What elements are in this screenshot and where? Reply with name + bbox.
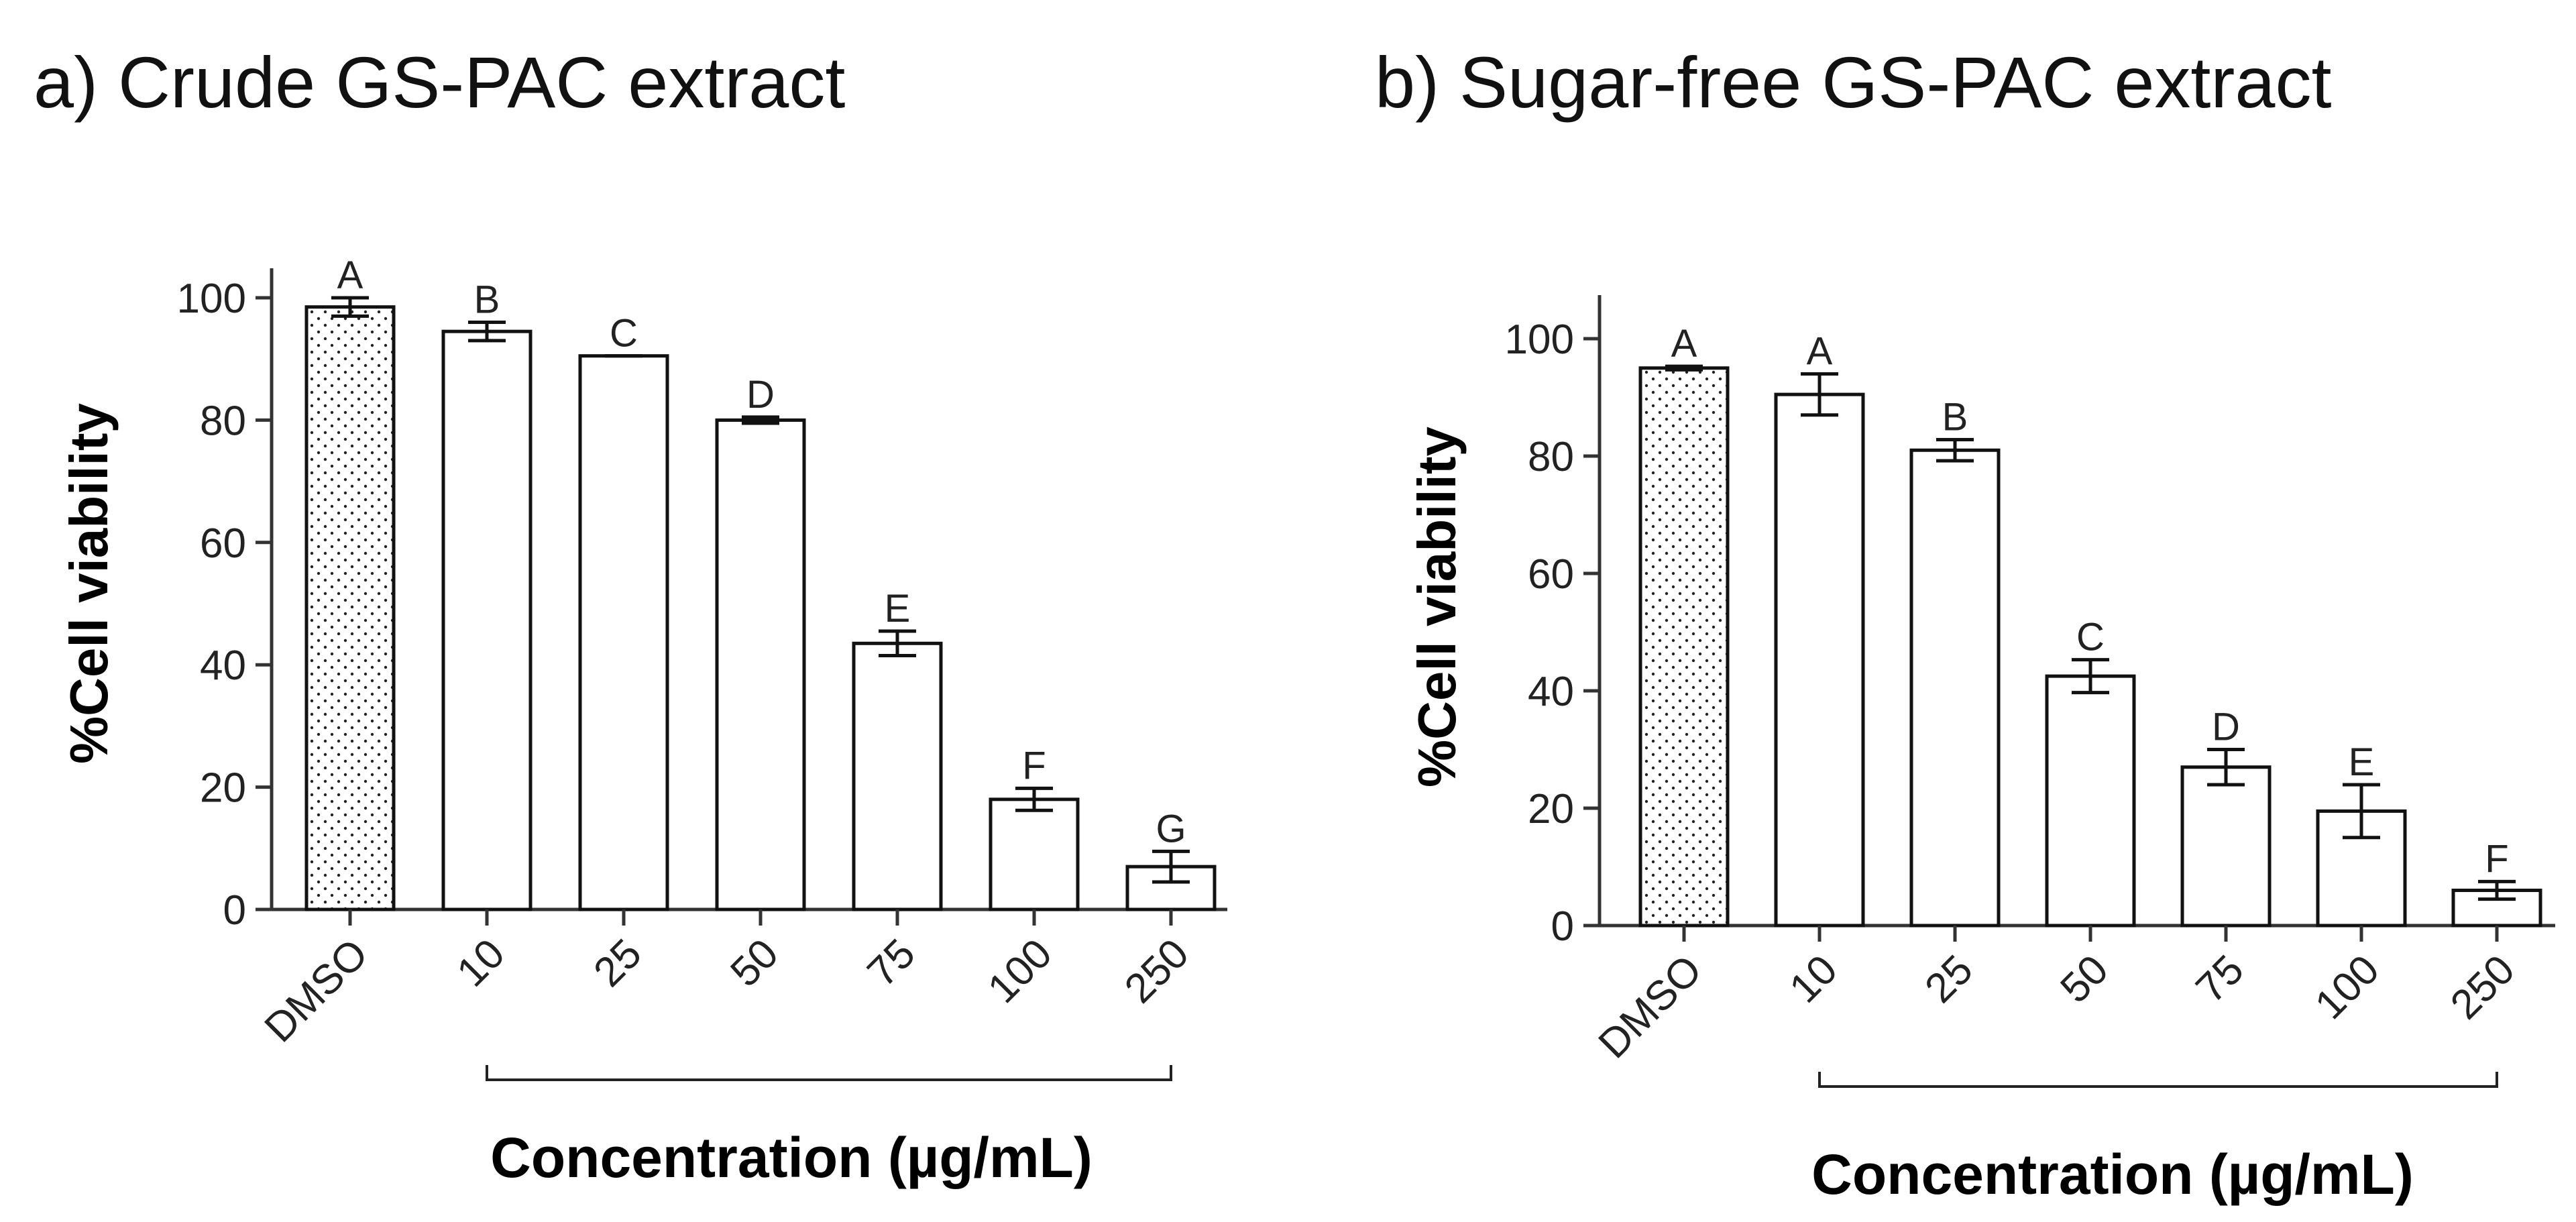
panel-b-significance-letter: F — [2485, 837, 2508, 881]
panel-b-concentration-bracket — [1818, 1072, 2498, 1088]
panel-b-x-tick-label: 10 — [1781, 946, 1846, 1012]
panel-b-significance-letter: D — [2212, 706, 2240, 749]
panel-a-title: a) Crude GS-PAC extract — [34, 42, 845, 123]
panel-b-significance-letter: B — [1942, 396, 1968, 439]
panel-b-significance-letter: C — [2076, 616, 2105, 659]
panel-b-bar — [2180, 765, 2272, 928]
panel-b-x-tick-label: 50 — [2052, 946, 2117, 1012]
panel-a-crude-extract: a) Crude GS-PAC extract %Cell viability … — [34, 42, 1227, 1189]
panel-a-x-tick-label: 75 — [858, 930, 924, 996]
panel-b-y-tick-label: 60 — [1528, 551, 1574, 598]
panel-a-significance-letter: G — [1156, 807, 1186, 850]
panel-a-significance-letter: E — [885, 587, 911, 630]
panel-b-bar — [1638, 366, 1730, 928]
panel-b-y-tick-label: 100 — [1505, 317, 1574, 363]
panel-a-bar — [715, 418, 806, 911]
panel-a-y-tick-label: 40 — [200, 643, 246, 689]
panel-a-significance-letter: B — [474, 278, 500, 321]
panel-a-bar — [989, 797, 1080, 911]
panel-a-y-tick-label: 0 — [223, 887, 246, 934]
panel-b-x-tick-label: 100 — [2306, 946, 2388, 1028]
panel-a-x-tick-label: 250 — [1116, 930, 1198, 1012]
panel-a-bar — [852, 641, 943, 911]
panel-a-x-tick-label: 25 — [585, 930, 651, 996]
panel-a-x-tick-label: 100 — [979, 930, 1061, 1012]
panel-a-bar — [304, 305, 396, 911]
panel-a-x-tick-label: 10 — [448, 930, 514, 996]
panel-a-y-tick-label: 80 — [200, 398, 246, 444]
panel-a-y-tick-label: 20 — [200, 765, 246, 812]
panel-b-bar — [1909, 448, 2001, 928]
panel-a-significance-letter: A — [337, 254, 363, 297]
panel-b-bar — [1774, 392, 1865, 928]
panel-a-x-tick-label: 50 — [722, 930, 787, 996]
panel-b-y-tick-label: 80 — [1528, 434, 1574, 480]
panel-b-sugar-free-extract: b) Sugar-free GS-PAC extract %Cell viabi… — [1375, 42, 2555, 1206]
panel-a-significance-letter: F — [1022, 744, 1046, 787]
panel-b-y-tick-label: 40 — [1528, 669, 1574, 715]
panel-b-title: b) Sugar-free GS-PAC extract — [1375, 42, 2331, 123]
panel-a-y-axis-label: %Cell viability — [59, 403, 119, 764]
panel-a-significance-letter: D — [746, 373, 775, 416]
panel-b-significance-letter: A — [1671, 322, 1697, 366]
panel-b-significance-letter: A — [1807, 330, 1833, 374]
panel-a-x-tick-label: DMSO — [256, 930, 377, 1051]
panel-b-x-axis-label: Concentration (µg/mL) — [1811, 1143, 2414, 1206]
panel-a-significance-letter: C — [610, 312, 638, 355]
panel-b-x-tick-label: DMSO — [1590, 946, 1711, 1067]
panel-b-x-tick-label: 250 — [2442, 946, 2524, 1028]
panel-a-concentration-bracket — [486, 1065, 1172, 1081]
panel-a-bar — [441, 329, 533, 911]
panel-a-bar — [578, 354, 669, 911]
panel-b-y-tick-label: 20 — [1528, 786, 1574, 832]
panel-b-y-tick-label: 0 — [1551, 903, 1574, 950]
panel-b-x-tick-label: 75 — [2187, 946, 2253, 1012]
panel-a-y-tick-label: 100 — [177, 276, 246, 322]
panel-b-bar — [2045, 674, 2136, 928]
panel-a-y-tick-label: 60 — [200, 520, 246, 567]
panel-b-y-axis-label: %Cell viability — [1407, 427, 1467, 787]
panel-a-x-axis-label: Concentration (µg/mL) — [490, 1126, 1093, 1189]
panel-b-significance-letter: E — [2349, 740, 2375, 784]
panel-b-x-tick-label: 25 — [1916, 946, 1982, 1012]
